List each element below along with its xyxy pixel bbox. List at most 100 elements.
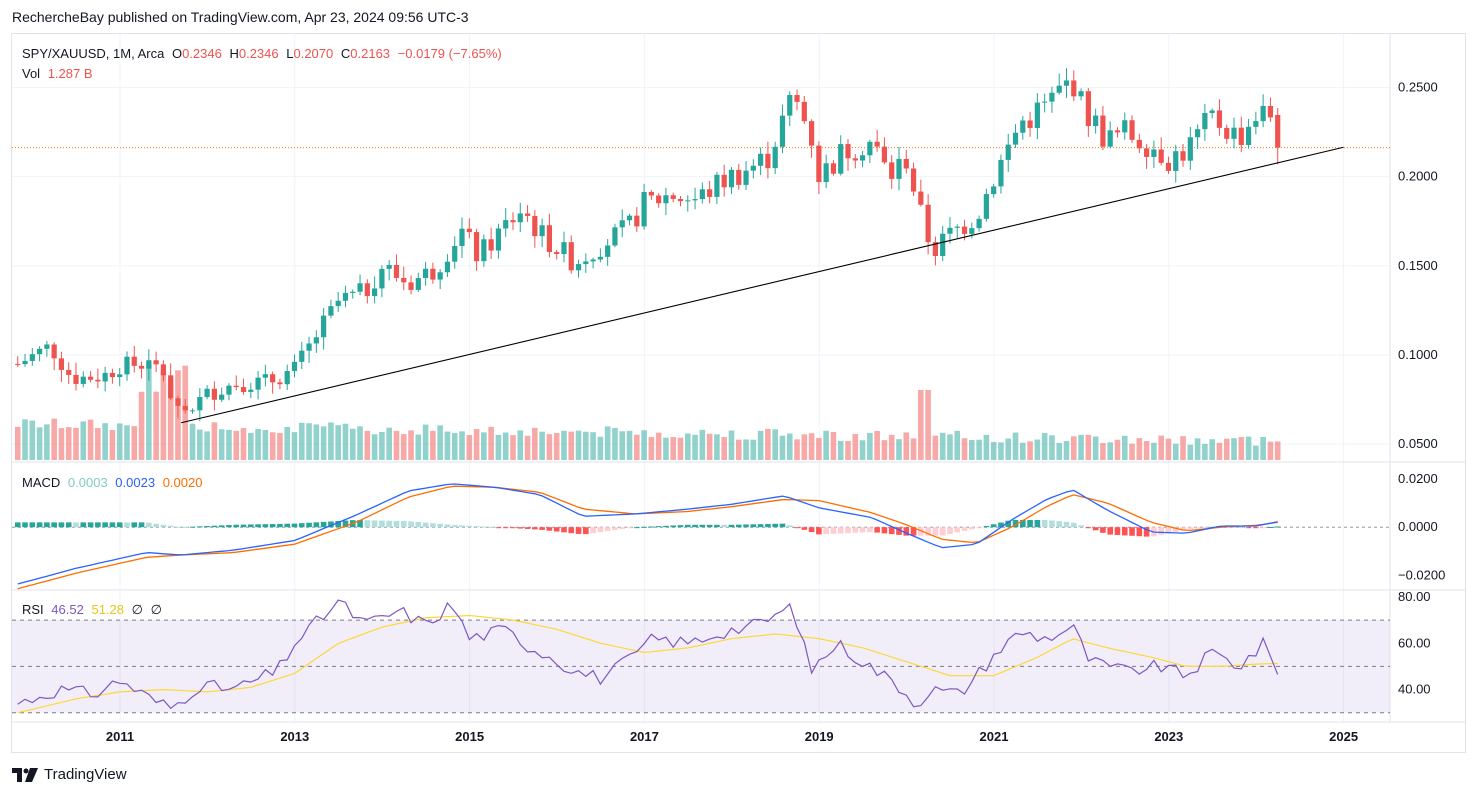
macd-hist-bar [160,524,167,528]
macd-hist-bar [1056,521,1063,528]
candle-body [87,376,94,380]
candle-body [138,365,145,369]
volume-bar [386,427,392,460]
volume-bar [837,440,844,460]
candle-body [575,264,582,271]
macd-hist-bar [553,527,560,532]
macd-hist-bar [1238,527,1245,529]
volume-bar [393,430,400,460]
candle-body [233,385,239,388]
macd-hist-bar [728,524,735,528]
candle-body [954,226,960,228]
macd-hist-bar [524,527,531,529]
volume-bar [102,423,108,460]
volume-bar [845,441,851,460]
candle-body [248,389,254,392]
volume-bar [1158,435,1164,460]
candle-body [881,146,888,163]
macd-hist-bar [910,527,917,536]
macd-hist-value: 0.0003 [67,475,108,490]
candle-body [291,361,298,372]
candle-body [503,220,509,229]
volume-bar [1049,435,1055,460]
macd-hist-bar [539,527,545,530]
volume-bar [553,433,560,460]
macd-hist-bar [699,524,706,528]
candle-body [1005,144,1011,160]
candle-body [350,291,356,293]
volume-bar [357,426,363,460]
volume-label[interactable]: Vol [22,66,41,81]
candle-body [707,189,713,197]
volume-bar [655,432,662,460]
volume-bar [583,431,589,460]
candle-body [481,239,487,262]
candle-body [692,199,698,201]
macd-hist-bar [735,524,742,528]
volume-bar [1107,442,1113,460]
macd-hist-bar [502,527,509,529]
symbol-label[interactable]: SPY/XAUUSD, 1M, Arca [22,46,165,61]
volume-bar [765,428,771,460]
volume-bar [29,420,36,460]
volume-bar [466,434,473,460]
volume-bar [1056,442,1063,460]
macd-hist-bar [437,523,443,528]
volume-bar [1194,438,1201,460]
macd-hist-bar [422,522,429,528]
macd-hist-bar [1005,520,1012,528]
macd-hist-bar [306,522,312,528]
macd-hist-bar [684,524,691,528]
volume-bar [1041,433,1048,460]
macd-hist-bar [138,522,145,528]
candle-body [473,232,480,262]
candle-body [430,268,436,280]
macd-hist-bar [510,527,516,529]
macd-hist-bar [743,524,749,528]
macd-hist-bar [670,525,677,528]
volume-bar [204,431,210,460]
volume-bar [874,430,880,460]
volume-bar [1063,441,1070,460]
time-tick-label: 2025 [1329,729,1358,744]
macd-hist-bar [233,524,240,528]
macd-hist-bar [226,525,232,528]
volume-bar [51,418,57,460]
tradingview-footer[interactable]: TradingView [12,766,127,783]
volume-bar [998,442,1004,460]
volume-bar [532,427,538,460]
macd-hist-bar [998,522,1004,528]
candle-body [1253,121,1259,127]
footer-brand: TradingView [44,766,127,783]
volume-bar [925,390,931,460]
volume-bar [320,426,327,460]
candle-body [342,292,349,301]
macd-label[interactable]: MACD [22,475,61,490]
macd-hist-bar [612,527,618,531]
candle-body [1165,162,1172,171]
rsi-tick-label: 80.00 [1398,589,1431,604]
macd-hist-bar [794,527,800,529]
candle-body [830,163,837,174]
candle-body [168,375,174,399]
candle-body [29,354,35,361]
volume-bar [444,431,451,460]
rsi-label[interactable]: RSI [22,602,44,617]
candle-body [648,192,654,196]
macd-hist-bar [182,527,189,529]
candle-body [175,398,181,406]
macd-hist-bar [255,524,261,528]
candle-body [991,186,997,195]
macd-hist-bar [14,522,21,528]
macd-hist-bar [655,526,662,528]
macd-hist-bar [837,527,844,534]
macd-hist-bar [175,526,181,528]
macd-hist-bar [313,522,320,528]
macd-hist-bar [677,525,684,528]
macd-hist-bar [830,527,837,534]
candle-body [102,372,108,382]
candle-body [1180,151,1186,161]
time-tick-label: 2021 [980,729,1009,744]
candle-body [590,259,596,262]
